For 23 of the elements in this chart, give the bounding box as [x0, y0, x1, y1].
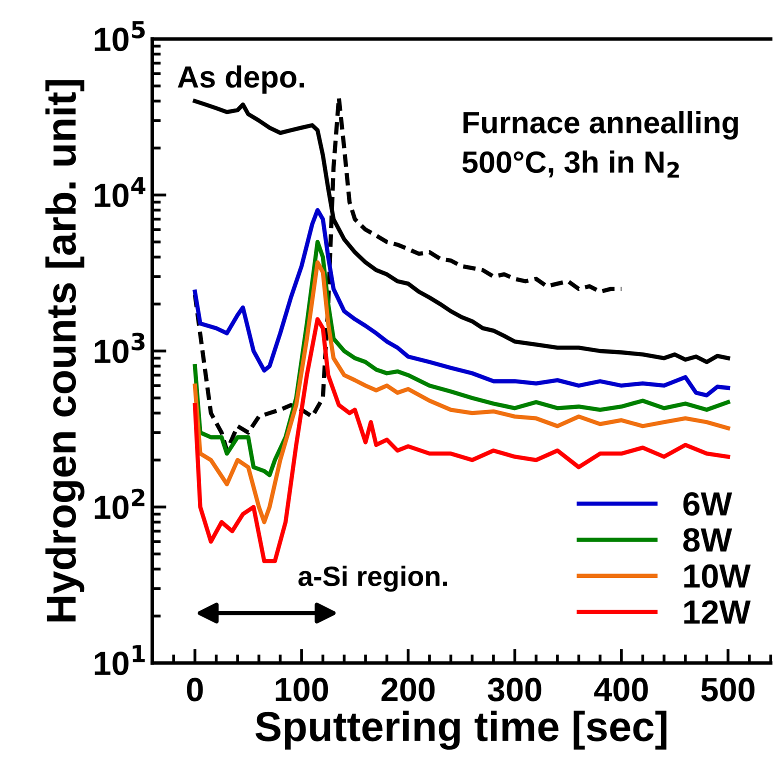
- y-tick-label: 10$^{3}$: [94, 332, 145, 364]
- legend-label: 6W: [683, 492, 732, 516]
- x-tick-label: 200: [382, 678, 435, 702]
- x-tick-label: 500: [701, 678, 754, 702]
- line-series: [192, 208, 730, 398]
- x-tick-label: 0: [186, 678, 203, 702]
- x-tick-label: 100: [276, 678, 328, 702]
- y-tick-label: 10$^{5}$: [94, 21, 145, 52]
- annotation: As depo.: [178, 65, 304, 94]
- line-series: [192, 317, 730, 564]
- y-axis-title: Hydrogen counts [arb. unit]: [45, 80, 84, 622]
- annotation: a-Si region.: [298, 566, 447, 592]
- annotation: Furnace annealling 500°C, 3h in N$_{2}$: [462, 110, 738, 178]
- legend-label: 12W: [684, 600, 751, 624]
- y-tick-label: 10$^{4}$: [94, 177, 146, 208]
- x-axis-title: Sputtering time [sec]: [255, 710, 666, 750]
- legend-label: 10W: [684, 564, 751, 588]
- legend-label: 8W: [683, 528, 732, 552]
- x-tick-label: 400: [594, 678, 648, 702]
- y-tick-label: 10$^{2}$: [94, 488, 144, 520]
- y-tick-label: 10$^{1}$: [94, 645, 145, 676]
- x-tick-label: 300: [488, 678, 542, 702]
- line-series: [192, 260, 730, 524]
